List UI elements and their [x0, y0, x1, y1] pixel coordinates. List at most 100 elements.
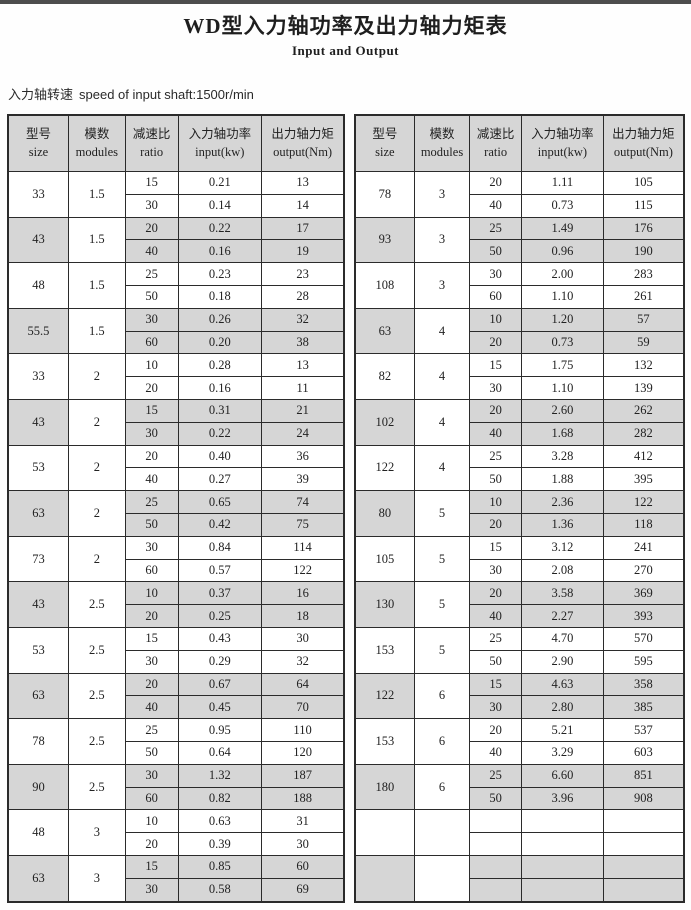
modules-cell: 6 — [413, 718, 471, 765]
modules-cell: 6 — [413, 763, 471, 811]
output-cell: 28 — [261, 284, 345, 309]
output-cell: 385 — [602, 695, 685, 720]
size-cell: 130 — [354, 581, 415, 628]
table-row: 55.5 1.5 30 0.26 32 — [7, 307, 345, 355]
output-cell: 110 — [261, 718, 345, 742]
col-header-size: 型号 size — [7, 114, 69, 172]
ratio-cell: 60 — [469, 284, 522, 309]
header-size-en: size — [375, 144, 395, 159]
ratio-cell: 40 — [469, 421, 522, 446]
size-cell: 63 — [7, 854, 69, 903]
tables-container: 型号 size 模数 modules 减速比 ratio 入力轴功率 input… — [7, 114, 685, 903]
input-cell: 0.65 — [177, 490, 263, 514]
table-row: 80 5 10 2.36 122 — [354, 490, 685, 537]
ratio-cell: 15 — [469, 353, 522, 378]
input-cell: 0.28 — [177, 353, 263, 378]
size-cell: 73 — [7, 535, 69, 583]
ratio-cell: 20 — [469, 512, 522, 537]
ratio-cell: 10 — [469, 490, 522, 514]
col-header-output: 出力轴力矩 output(Nm) — [261, 114, 345, 172]
table-row: 60 0.57 122 — [8, 558, 345, 583]
col-header-modules: 模数 modules — [67, 114, 126, 172]
output-cell: 16 — [261, 581, 345, 606]
output-cell: 64 — [261, 672, 345, 697]
output-cell: 283 — [602, 262, 685, 286]
output-cell: 114 — [261, 535, 345, 560]
output-cell: 39 — [261, 467, 345, 492]
input-cell: 1.10 — [520, 284, 604, 309]
size-cell: 63 — [7, 490, 69, 537]
output-cell: 190 — [602, 239, 685, 264]
output-cell: 122 — [261, 558, 345, 583]
ratio-cell: 30 — [124, 877, 179, 903]
output-cell: 23 — [261, 262, 345, 286]
output-cell: 60 — [261, 854, 345, 879]
size-cell: 43 — [7, 216, 69, 264]
size-cell: 33 — [7, 171, 69, 218]
ratio-cell: 15 — [469, 672, 522, 697]
ratio-cell: 40 — [469, 740, 522, 765]
output-cell: 17 — [261, 216, 345, 241]
modules-cell: 4 — [413, 444, 471, 492]
ratio-cell: 25 — [469, 626, 522, 651]
ratio-cell: 50 — [469, 649, 522, 674]
input-cell: 1.10 — [520, 376, 604, 400]
input-cell: 0.43 — [177, 626, 263, 651]
ratio-cell: 20 — [469, 171, 522, 195]
output-cell: 30 — [261, 832, 345, 856]
output-cell: 270 — [602, 558, 685, 583]
table-row: 30 0.22 24 — [8, 421, 345, 446]
ratio-cell: 10 — [124, 581, 179, 606]
ratio-cell: 60 — [124, 330, 179, 355]
modules-cell: 2.5 — [67, 581, 126, 628]
table-row: 40 3.29 603 — [355, 740, 685, 765]
header-ratio-en: ratio — [484, 144, 508, 159]
header-input-cn: 入力轴功率 — [188, 127, 252, 141]
table-row: 82 4 15 1.75 132 — [354, 353, 685, 400]
output-cell: 395 — [602, 467, 685, 492]
ratio-cell: 50 — [124, 284, 179, 309]
size-cell: 93 — [354, 216, 415, 264]
output-cell: 36 — [261, 444, 345, 469]
table-row — [355, 877, 685, 903]
table-row: 30 2.08 270 — [355, 558, 685, 583]
top-divider — [0, 0, 691, 4]
input-cell: 0.21 — [177, 171, 263, 195]
ratio-cell: 30 — [124, 535, 179, 560]
input-cell: 1.36 — [520, 512, 604, 537]
input-cell: 0.25 — [177, 604, 263, 628]
input-cell: 0.18 — [177, 284, 263, 309]
input-cell: 2.08 — [520, 558, 604, 583]
table-row: 40 0.16 19 — [8, 239, 345, 264]
header-size-en: size — [28, 144, 49, 159]
output-cell: 358 — [602, 672, 685, 697]
size-cell: 43 — [7, 398, 69, 446]
page-subtitle: Input and Output — [292, 43, 399, 58]
size-cell: 53 — [7, 444, 69, 492]
ratio-cell: 25 — [124, 262, 179, 286]
ratio-cell: 15 — [124, 171, 179, 195]
output-cell: 908 — [602, 786, 685, 811]
input-cell: 0.14 — [177, 193, 263, 218]
ratio-cell: 15 — [124, 626, 179, 651]
table-row: 30 2.80 385 — [355, 695, 685, 720]
header-output-cn: 出力轴力矩 — [612, 127, 675, 141]
ratio-cell: 40 — [124, 695, 179, 720]
table-row: 93 3 25 1.49 176 — [354, 216, 685, 264]
input-cell: 0.57 — [177, 558, 263, 583]
table-row: 53 2 20 0.40 36 — [7, 444, 345, 492]
input-cell: 0.29 — [177, 649, 263, 674]
size-cell: 122 — [354, 672, 415, 720]
input-cell: 1.68 — [520, 421, 604, 446]
table-row: 90 2.5 30 1.32 187 — [7, 763, 345, 811]
output-cell: 412 — [602, 444, 685, 469]
ratio-cell: 10 — [124, 353, 179, 378]
modules-cell: 2.5 — [67, 718, 126, 765]
modules-cell: 3 — [413, 171, 471, 218]
output-cell: 13 — [261, 171, 345, 195]
input-cell: 0.63 — [177, 809, 263, 834]
output-cell: 118 — [602, 512, 685, 537]
input-cell: 1.20 — [520, 307, 604, 332]
table-row: 60 0.20 38 — [8, 330, 345, 355]
